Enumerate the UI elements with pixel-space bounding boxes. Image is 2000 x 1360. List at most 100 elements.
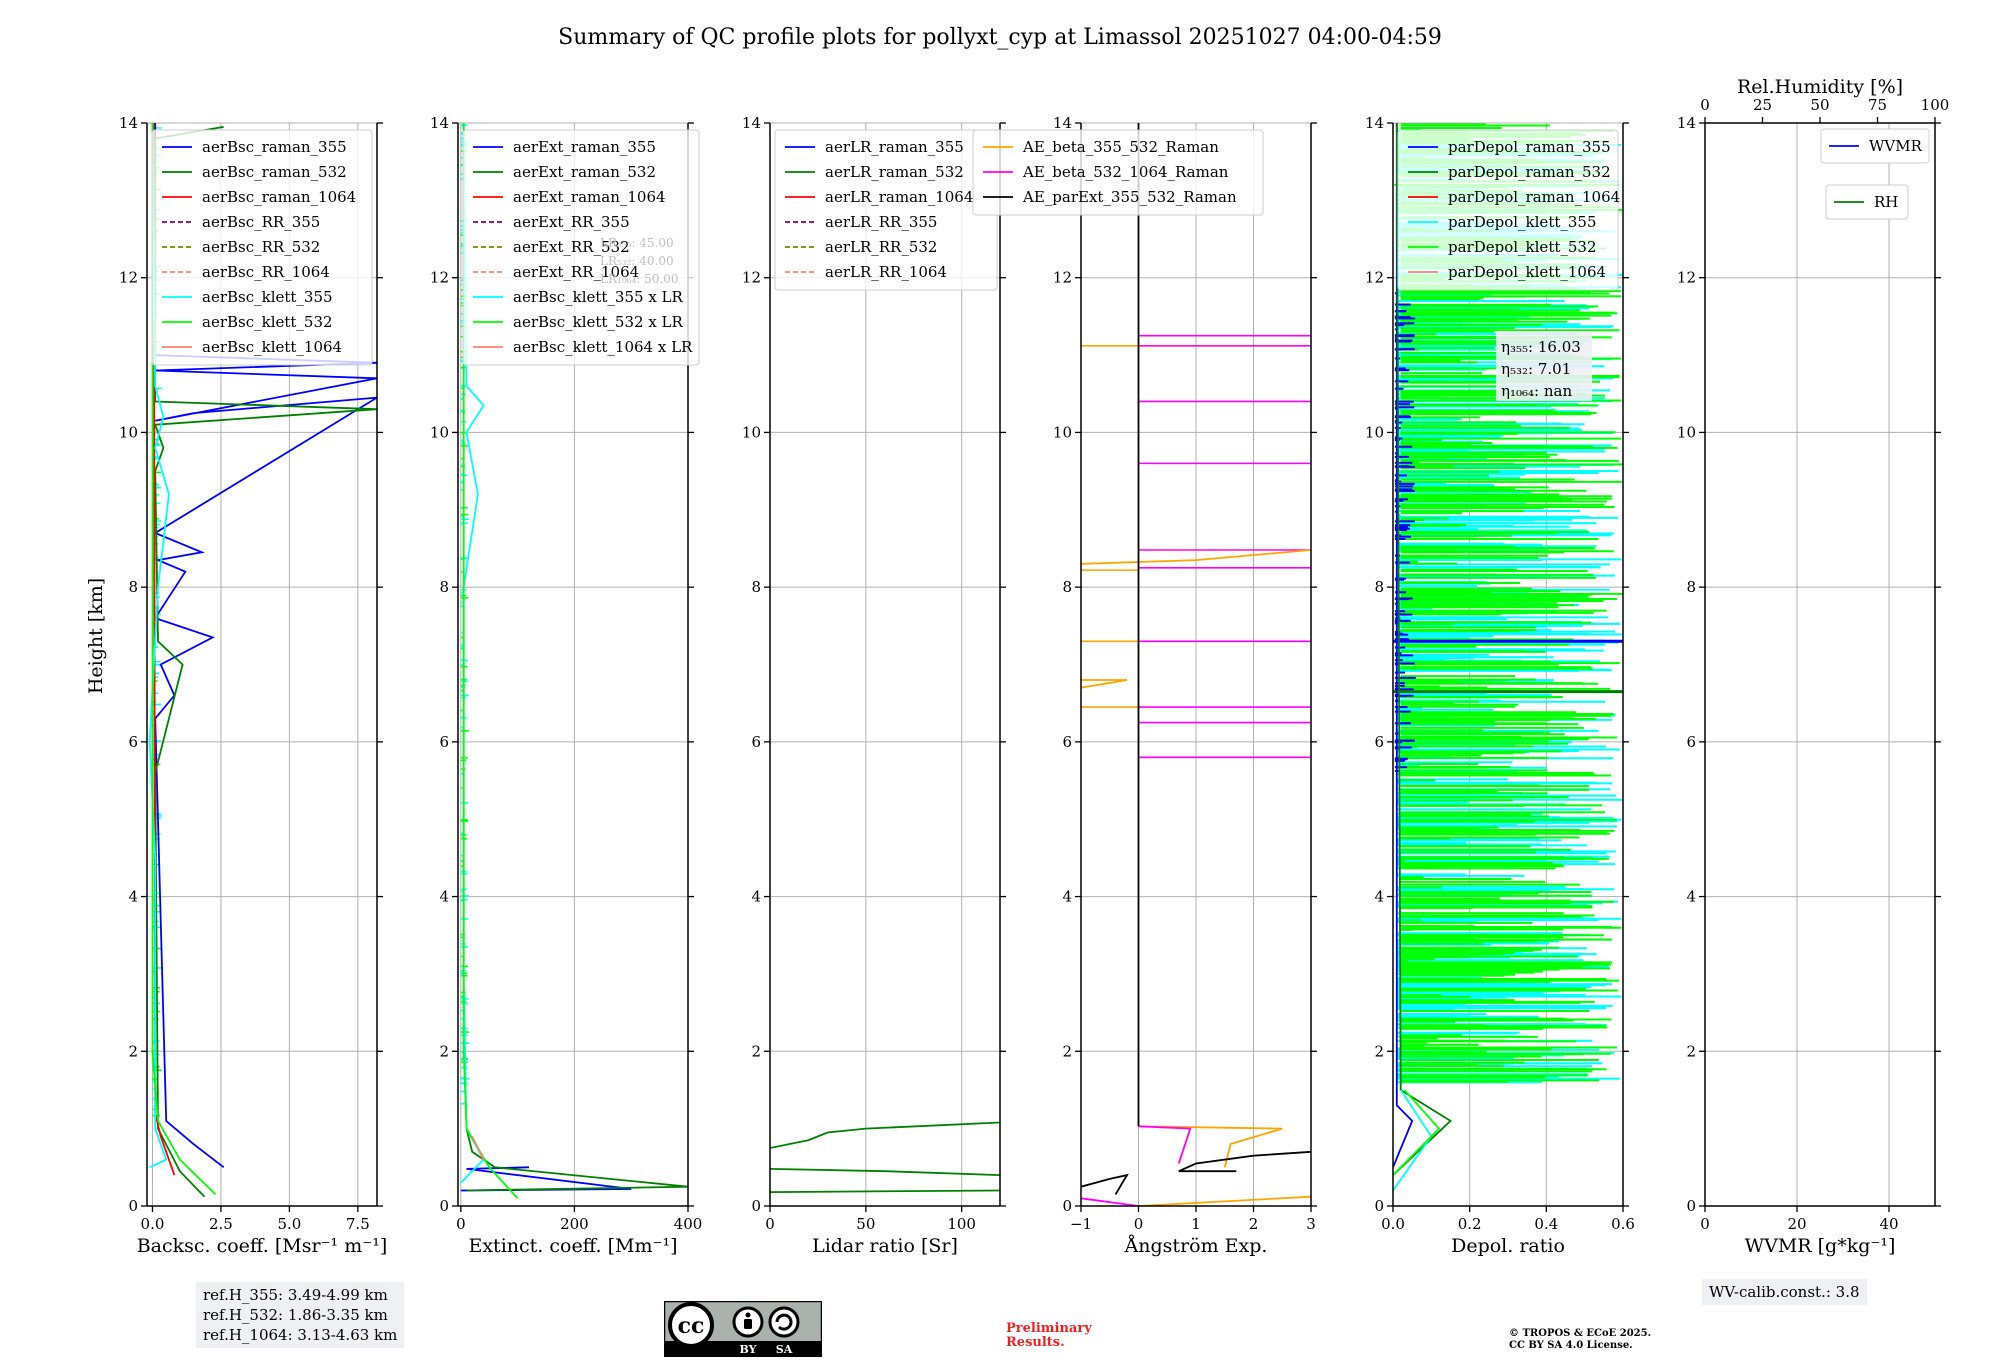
lidar-ratio-value: LR₅₃₂: 40.00 xyxy=(600,254,674,268)
x-tick-label: 200 xyxy=(560,1215,589,1233)
series-AE_beta_532_1064_Raman_b xyxy=(1138,1125,1192,1164)
y-tick-label: 0 xyxy=(128,1197,138,1215)
wv-calibration-constant: WV-calib.const.: 3.8 xyxy=(1709,1283,1860,1301)
x-tick-label: 0 xyxy=(1700,1215,1710,1233)
y-tick-label: 2 xyxy=(1062,1042,1072,1060)
y-tick-label: 10 xyxy=(1365,423,1384,441)
legend-entry: aerLR_RR_532 xyxy=(825,238,937,256)
top-tick-label: 100 xyxy=(1921,96,1950,114)
legend-entry: aerBsc_klett_355 xyxy=(202,288,333,306)
y-tick-label: 2 xyxy=(128,1042,138,1060)
panel-extinction: 0 2 4 6 8 10 12 14 0 200 400 Extinct. coeff. [Mm⁻¹]… xyxy=(430,114,702,1257)
x-tick-label: 0.2 xyxy=(1458,1215,1482,1233)
y-tick-label: 0 xyxy=(1374,1197,1384,1215)
x-tick-label: 0 xyxy=(765,1215,775,1233)
series-aerBsc_klett_355 xyxy=(148,123,170,1169)
y-tick-label: 2 xyxy=(1374,1042,1384,1060)
top-tick-label: 50 xyxy=(1810,96,1829,114)
legend-entry: aerLR_raman_355 xyxy=(825,138,964,156)
panel-depol: 0 2 4 6 8 10 12 14 0.0 0.2 0.4 0.6 Depol. ratio parDe… xyxy=(1365,114,1635,1257)
y-tick-label: 12 xyxy=(1365,269,1384,287)
legend-entry: AE_parExt_355_532_Raman xyxy=(1022,188,1237,206)
legend-entry: aerExt_RR_1064 xyxy=(513,263,639,281)
legend-entry: aerExt_RR_532 xyxy=(513,238,630,256)
eta-box-bg xyxy=(1496,331,1592,401)
legend-entry: aerExt_RR_355 xyxy=(513,213,630,231)
legend-entry: parDepol_klett_532 xyxy=(1448,238,1597,256)
series-AE_beta_355_532_Raman_d xyxy=(1081,679,1128,689)
y-tick-label: 4 xyxy=(128,888,138,906)
legend-entry: parDepol_raman_1064 xyxy=(1448,188,1620,206)
preliminary-line-1: Preliminary xyxy=(1006,1321,1092,1336)
legend-box xyxy=(972,129,1264,216)
legend-wvmr: WVMR xyxy=(1820,128,1930,164)
top-tick-label: 0 xyxy=(1700,96,1710,114)
y-tick-label: 0 xyxy=(751,1197,761,1215)
x-tick-label: 0.0 xyxy=(1381,1215,1405,1233)
preliminary-line-2: Results. xyxy=(1006,1335,1065,1350)
y-axis-label: Height [km] xyxy=(85,578,107,694)
y-tick-label: 4 xyxy=(751,888,761,906)
series-AE_beta_355_532_Raman xyxy=(1138,1195,1311,1206)
copyright-line-2: CC BY SA 4.0 License. xyxy=(1509,1340,1633,1351)
legend-entry: parDepol_raman_532 xyxy=(1448,163,1611,181)
y-tick-label: 6 xyxy=(1686,733,1696,751)
y-tick-label: 12 xyxy=(1677,269,1696,287)
cc-sa-label: SA xyxy=(776,1343,793,1356)
legend-entry: AE_beta_355_532_Raman xyxy=(1022,138,1219,156)
top-axis-label: Rel.Humidity [%] xyxy=(1737,76,1903,98)
y-tick-label: 4 xyxy=(1062,888,1072,906)
x-tick-label: 400 xyxy=(674,1215,703,1233)
series-aerBsc_klett_532 xyxy=(151,123,217,1196)
series-aerBsc_klett_1064 x LR xyxy=(471,1136,485,1160)
legend-box xyxy=(462,129,700,366)
y-tick-label: 8 xyxy=(128,578,138,596)
y-tick-label: 6 xyxy=(1374,733,1384,751)
legend-box xyxy=(1820,128,1930,164)
y-tick-label: 4 xyxy=(1686,888,1696,906)
x-tick-label: 3 xyxy=(1306,1215,1316,1233)
series-aerBsc_klett_532 x LR xyxy=(462,123,519,1199)
y-tick-label: 0 xyxy=(1062,1197,1072,1215)
legend-entry: aerExt_raman_532 xyxy=(513,163,656,181)
ref-height-532: ref.H_532: 1.86-3.35 km xyxy=(203,1306,388,1324)
legend-entry: aerLR_raman_1064 xyxy=(825,188,973,206)
top-tick-label: 25 xyxy=(1753,96,1772,114)
eta-box: η₃₅₅: 16.03 η₅₃₂: 7.01 η₁₀₆₄: nan xyxy=(1496,331,1592,401)
legend-box xyxy=(1397,129,1619,291)
y-tick-label: 0 xyxy=(1686,1197,1696,1215)
x-tick-label: 5.0 xyxy=(277,1215,301,1233)
x-tick-label: 2 xyxy=(1249,1215,1259,1233)
y-tick-label: 2 xyxy=(439,1042,449,1060)
series-parDepol_raman_355 xyxy=(1393,123,1414,1168)
y-tick-label: 6 xyxy=(1062,733,1072,751)
legend-entry: aerBsc_klett_1064 x LR xyxy=(513,338,693,356)
y-tick-label: 14 xyxy=(742,114,761,132)
wv-calibration-box: WV-calib.const.: 3.8 xyxy=(1702,1279,1867,1305)
series-aerBsc_raman_1064 xyxy=(152,123,176,1176)
legend-lidar_ratio: aerLR_raman_355 aerLR_raman_532 aerLR_rama… xyxy=(774,129,998,291)
legend-extinction: aerExt_raman_355 aerExt_raman_532 aerExt_r… xyxy=(462,129,700,366)
x-tick-label: 0 xyxy=(1134,1215,1144,1233)
x-tick-label: 50 xyxy=(856,1215,875,1233)
series-AE_beta_532_1064_Raman xyxy=(1081,1197,1139,1206)
x-tick-label: 1 xyxy=(1191,1215,1201,1233)
x-axis-label: Backsc. coeff. [Msr⁻¹ m⁻¹] xyxy=(137,1235,388,1257)
legend-entry: aerBsc_raman_1064 xyxy=(202,188,356,206)
cc-by-label: BY xyxy=(740,1343,757,1356)
reference-height-box: ref.H_355: 3.49-4.99 km ref.H_532: 1.86-… xyxy=(196,1282,405,1348)
legend-entry: aerExt_raman_1064 xyxy=(513,188,666,206)
x-tick-label: 40 xyxy=(1879,1215,1898,1233)
legend-entry: aerBsc_raman_355 xyxy=(202,138,347,156)
legend-angstrom: AE_beta_355_532_Raman AE_beta_532_1064_Ra… xyxy=(972,129,1264,216)
y-tick-label: 10 xyxy=(119,423,138,441)
legend-entry: aerLR_RR_1064 xyxy=(825,263,947,281)
x-tick-label: 0 xyxy=(456,1215,466,1233)
y-tick-label: 6 xyxy=(128,733,138,751)
y-tick-label: 14 xyxy=(1053,114,1072,132)
legend-entry: RH xyxy=(1874,193,1898,211)
y-tick-label: 12 xyxy=(430,269,449,287)
plot-area-angstrom xyxy=(1081,123,1311,1206)
cc-license-badge: cc BY SA xyxy=(664,1301,822,1357)
